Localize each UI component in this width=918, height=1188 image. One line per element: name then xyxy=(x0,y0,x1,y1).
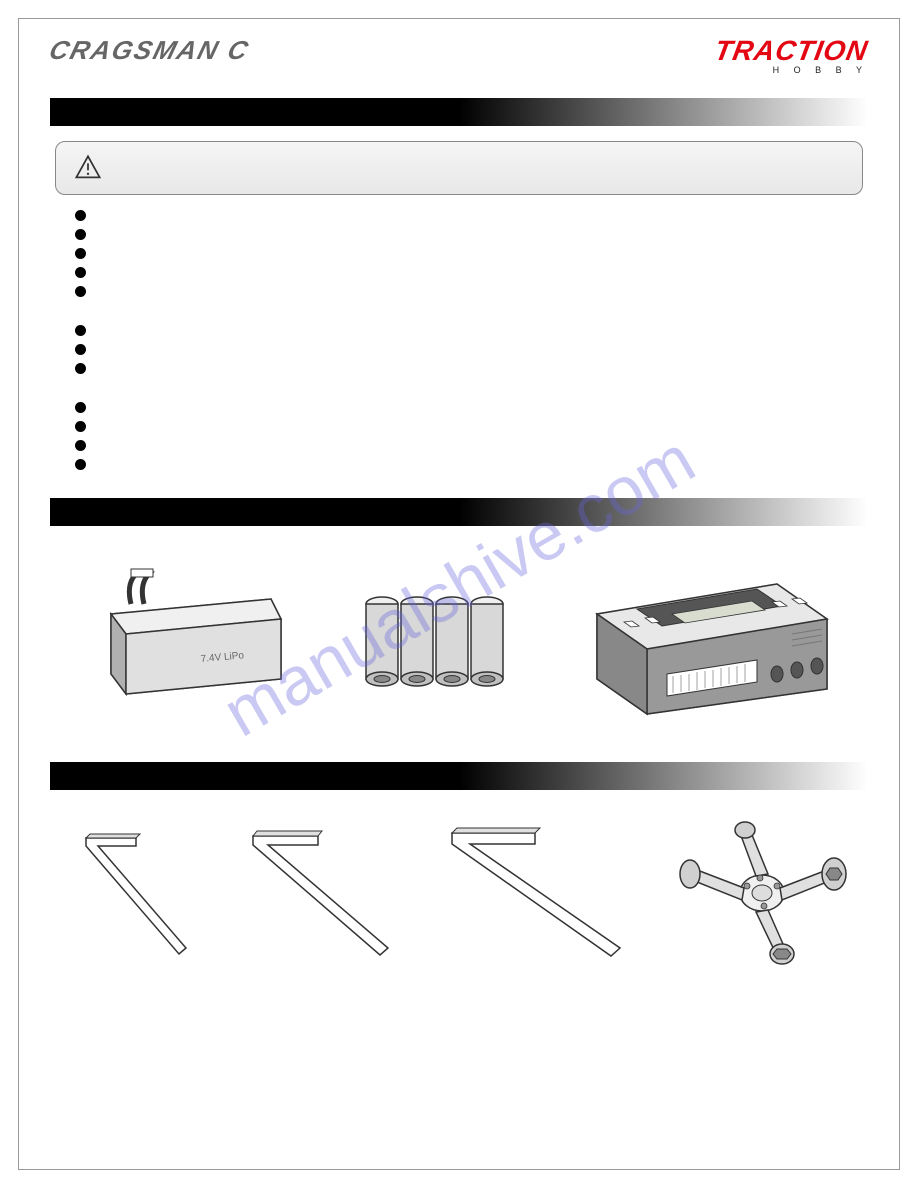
brand-name: TRACTION xyxy=(713,35,871,67)
product-logo: CRAGSMAN C xyxy=(46,35,253,66)
page-border xyxy=(18,18,900,1170)
